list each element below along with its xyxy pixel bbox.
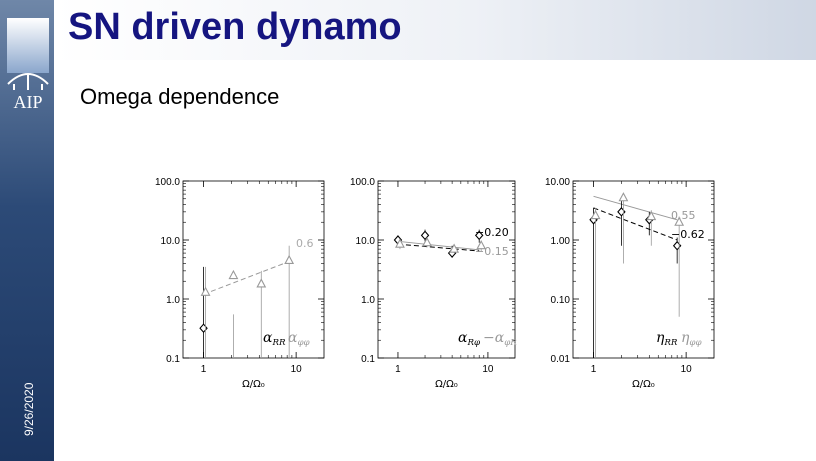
slope-label: 0.6 [296,237,314,250]
y-tick-label: 0.1 [361,354,375,365]
y-tick-label: 0.01 [551,354,571,365]
triangle-point [646,210,657,221]
x-tick-label: 1 [201,364,207,375]
svg-text:AIP: AIP [13,92,42,112]
y-tick-label: 0.1 [166,354,180,365]
triangle-point [422,237,432,247]
y-tick-label: 0.10 [551,295,571,306]
panel-2: 100.0 10.0 1.0 0.1 1 10 Ω/Ω₀ −0.20 −0.15 αRφ −αφR [350,177,517,390]
triangle-point [200,286,211,296]
triangle-point [674,216,685,226]
triangle-point [395,238,405,248]
panel-1: 100.0 10.0 1.0 0.1 1 10 Ω/Ω₀ 0.6 αRR αφφ [155,177,325,390]
x-tick-label: 10 [681,364,693,375]
legend-entry: αφφ [288,330,311,348]
aip-logo: AIP [4,18,52,113]
legend-entry: αRR [263,330,286,348]
title-band [54,0,816,60]
figure-panels: 100.0 10.0 1.0 0.1 1 10 Ω/Ω₀ 0.6 αRR αφφ 100.0 10.0… [150,131,744,395]
triangle-point [476,240,487,250]
triangle-point [228,269,239,280]
fit-line [593,207,678,241]
y-tick-label: 10.0 [356,236,376,247]
slope-label: 0.55 [671,209,696,222]
x-tick-label: 1 [591,364,597,375]
y-tick-label: 1.0 [166,295,180,306]
y-tick-label: 10.00 [545,177,570,188]
x-axis-label: Ω/Ω₀ [242,379,265,390]
panel-3: 10.00 1.00 0.10 0.01 1 10 Ω/Ω₀ 0.55 −0.62 ηRR ηφφ [545,177,715,390]
diamond-point [420,230,430,241]
legend-entry: −αφR [483,330,517,348]
triangle-point [256,278,267,288]
x-tick-label: 10 [291,364,303,375]
slope-label: −0.62 [671,228,705,241]
page-title: SN driven dynamo [68,6,402,48]
x-axis-label: Ω/Ω₀ [435,379,458,390]
slope-label: −0.20 [475,226,509,239]
triangle-point [590,209,601,220]
triangle-point [449,243,460,253]
slide-date: 9/26/2020 [22,382,36,436]
fit-line [397,243,480,252]
y-tick-label: 1.0 [361,295,375,306]
legend-entry: ηφφ [681,330,702,348]
y-tick-label: 10.0 [161,236,181,247]
diamond-point [474,230,484,241]
y-tick-label: 1.00 [551,236,571,247]
plot-frame [572,180,715,359]
observatory-logo-icon: AIP [7,18,49,112]
triangle-point [284,254,295,265]
slope-label: −0.15 [475,245,509,258]
page-subtitle: Omega dependence [80,84,280,109]
plot-frame [182,180,325,359]
fit-line [593,195,678,221]
fit-line [397,240,480,251]
x-tick-label: 10 [482,364,494,375]
plot-frame [377,180,516,359]
legend-entry: ηRR [656,330,678,348]
triangle-point [618,192,629,202]
legend-entry: αRφ [458,330,481,348]
y-tick-label: 100.0 [350,177,375,188]
fit-line [203,261,288,295]
y-tick-label: 100.0 [155,177,180,188]
x-axis-label: Ω/Ω₀ [632,379,655,390]
x-tick-label: 1 [395,364,401,375]
